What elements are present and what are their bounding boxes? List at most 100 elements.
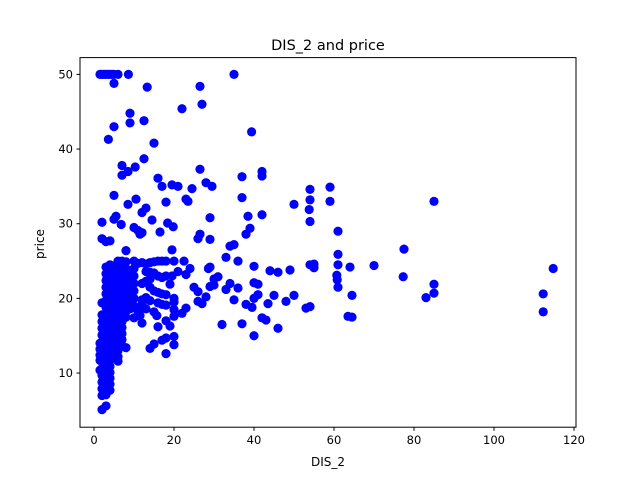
scatter-point xyxy=(333,249,343,259)
x-tick-label: 60 xyxy=(327,433,342,447)
scatter-point xyxy=(538,307,548,317)
scatter-point xyxy=(153,173,163,183)
scatter-point xyxy=(213,272,223,282)
scatter-point xyxy=(221,252,231,262)
scatter-point xyxy=(129,256,139,266)
plot-frame xyxy=(79,57,577,428)
scatter-point xyxy=(305,195,315,205)
scatter-point xyxy=(345,262,355,272)
scatter-point xyxy=(161,290,171,300)
scatter-point xyxy=(131,194,141,204)
scatter-point xyxy=(195,81,205,91)
scatter-point xyxy=(305,302,315,312)
scatter-point xyxy=(137,278,147,289)
scatter-point xyxy=(161,197,171,207)
scatter-point xyxy=(169,331,179,342)
scatter-point xyxy=(121,343,131,353)
scatter-point xyxy=(429,279,439,289)
x-axis-ticks: 0 20 40 60 80 100 120 xyxy=(90,427,585,447)
scatter-point xyxy=(111,211,121,221)
scatter-point xyxy=(201,292,211,302)
scatter-point xyxy=(129,263,139,274)
scatter-point xyxy=(161,333,171,343)
scatter-point xyxy=(241,299,251,309)
scatter-point xyxy=(105,236,115,246)
scatter-point xyxy=(125,108,135,118)
scatter-point xyxy=(333,226,343,236)
scatter-point xyxy=(347,312,357,322)
scatter-point xyxy=(243,211,253,221)
scatter-point xyxy=(97,377,107,387)
scatter-point xyxy=(333,260,343,270)
scatter-point xyxy=(97,316,107,327)
scatter-point xyxy=(347,290,357,301)
scatter-point xyxy=(169,311,179,321)
scatter-point xyxy=(249,261,259,271)
scatter-point xyxy=(101,282,111,292)
scatter-point xyxy=(263,299,273,309)
scatter-point xyxy=(229,240,239,250)
scatter-point xyxy=(257,313,267,323)
scatter-point xyxy=(97,310,107,320)
scatter-point xyxy=(97,405,107,415)
scatter-point xyxy=(161,316,171,326)
scatter-point xyxy=(161,349,171,359)
scatter-point xyxy=(153,322,163,332)
y-tick-label: 40 xyxy=(58,142,73,156)
scatter-point xyxy=(289,290,299,301)
scatter-point xyxy=(95,365,105,375)
scatter-point xyxy=(229,295,239,305)
scatter-point xyxy=(101,275,111,286)
scatter-point xyxy=(147,215,157,225)
scatter-point xyxy=(332,275,342,285)
scatter-point xyxy=(185,263,195,274)
scatter-point xyxy=(109,122,119,132)
scatter-point xyxy=(97,330,107,340)
scatter-point xyxy=(205,213,215,223)
scatter-point xyxy=(249,331,259,341)
x-axis-label: DIS_2 xyxy=(311,455,345,469)
scatter-point xyxy=(237,193,247,203)
scatter-point xyxy=(429,196,439,206)
scatter-point xyxy=(237,172,247,182)
scatter-point xyxy=(197,299,207,309)
chart-title: DIS_2 and price xyxy=(271,38,385,54)
scatter-point xyxy=(205,262,215,272)
scatter-point xyxy=(97,298,107,308)
scatter-point xyxy=(285,265,295,275)
scatter-point xyxy=(183,196,193,206)
scatter-point xyxy=(137,228,147,238)
data-points xyxy=(95,69,558,415)
scatter-point xyxy=(95,355,105,365)
scatter-point xyxy=(221,284,231,295)
scatter-point xyxy=(161,271,171,281)
scatter-point xyxy=(130,162,140,172)
scatter-point xyxy=(123,166,133,177)
scatter-point xyxy=(149,138,159,148)
scatter-point xyxy=(109,190,119,200)
scatter-point xyxy=(187,184,197,194)
scatter-point xyxy=(169,340,179,350)
scatter-point xyxy=(168,222,178,232)
scatter-point xyxy=(167,245,177,255)
scatter-point xyxy=(141,304,151,314)
scatter-point xyxy=(123,69,133,79)
scatter-point xyxy=(103,134,113,144)
scatter-point xyxy=(123,199,133,209)
scatter-point xyxy=(309,263,319,273)
x-tick-label: 100 xyxy=(483,433,505,447)
scatter-point xyxy=(177,104,187,114)
scatter-point xyxy=(179,256,189,266)
y-tick-label: 50 xyxy=(58,67,73,81)
scatter-point xyxy=(139,154,149,164)
scatter-point xyxy=(181,303,191,313)
scatter-point xyxy=(245,223,255,233)
scatter-point xyxy=(173,181,183,191)
y-tick-label: 30 xyxy=(58,217,73,231)
scatter-point xyxy=(429,288,439,298)
scatter-point xyxy=(142,82,152,92)
scatter-point xyxy=(165,279,175,289)
scatter-point xyxy=(97,390,107,401)
scatter-point xyxy=(116,219,126,230)
